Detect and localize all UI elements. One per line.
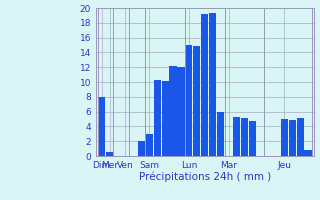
Bar: [233, 117, 240, 156]
Bar: [162, 81, 169, 156]
Bar: [209, 13, 216, 156]
Bar: [289, 120, 296, 156]
Bar: [201, 14, 208, 156]
Bar: [170, 66, 177, 156]
Bar: [193, 46, 200, 156]
Bar: [297, 118, 304, 156]
Bar: [304, 150, 312, 156]
Bar: [138, 141, 145, 156]
Bar: [146, 134, 153, 156]
Bar: [249, 121, 256, 156]
Bar: [154, 80, 161, 156]
Bar: [106, 152, 113, 156]
X-axis label: Précipitations 24h ( mm ): Précipitations 24h ( mm ): [139, 171, 271, 182]
Bar: [98, 97, 105, 156]
Bar: [241, 118, 248, 156]
Bar: [281, 119, 288, 156]
Bar: [177, 67, 185, 156]
Bar: [217, 112, 224, 156]
Bar: [185, 45, 193, 156]
